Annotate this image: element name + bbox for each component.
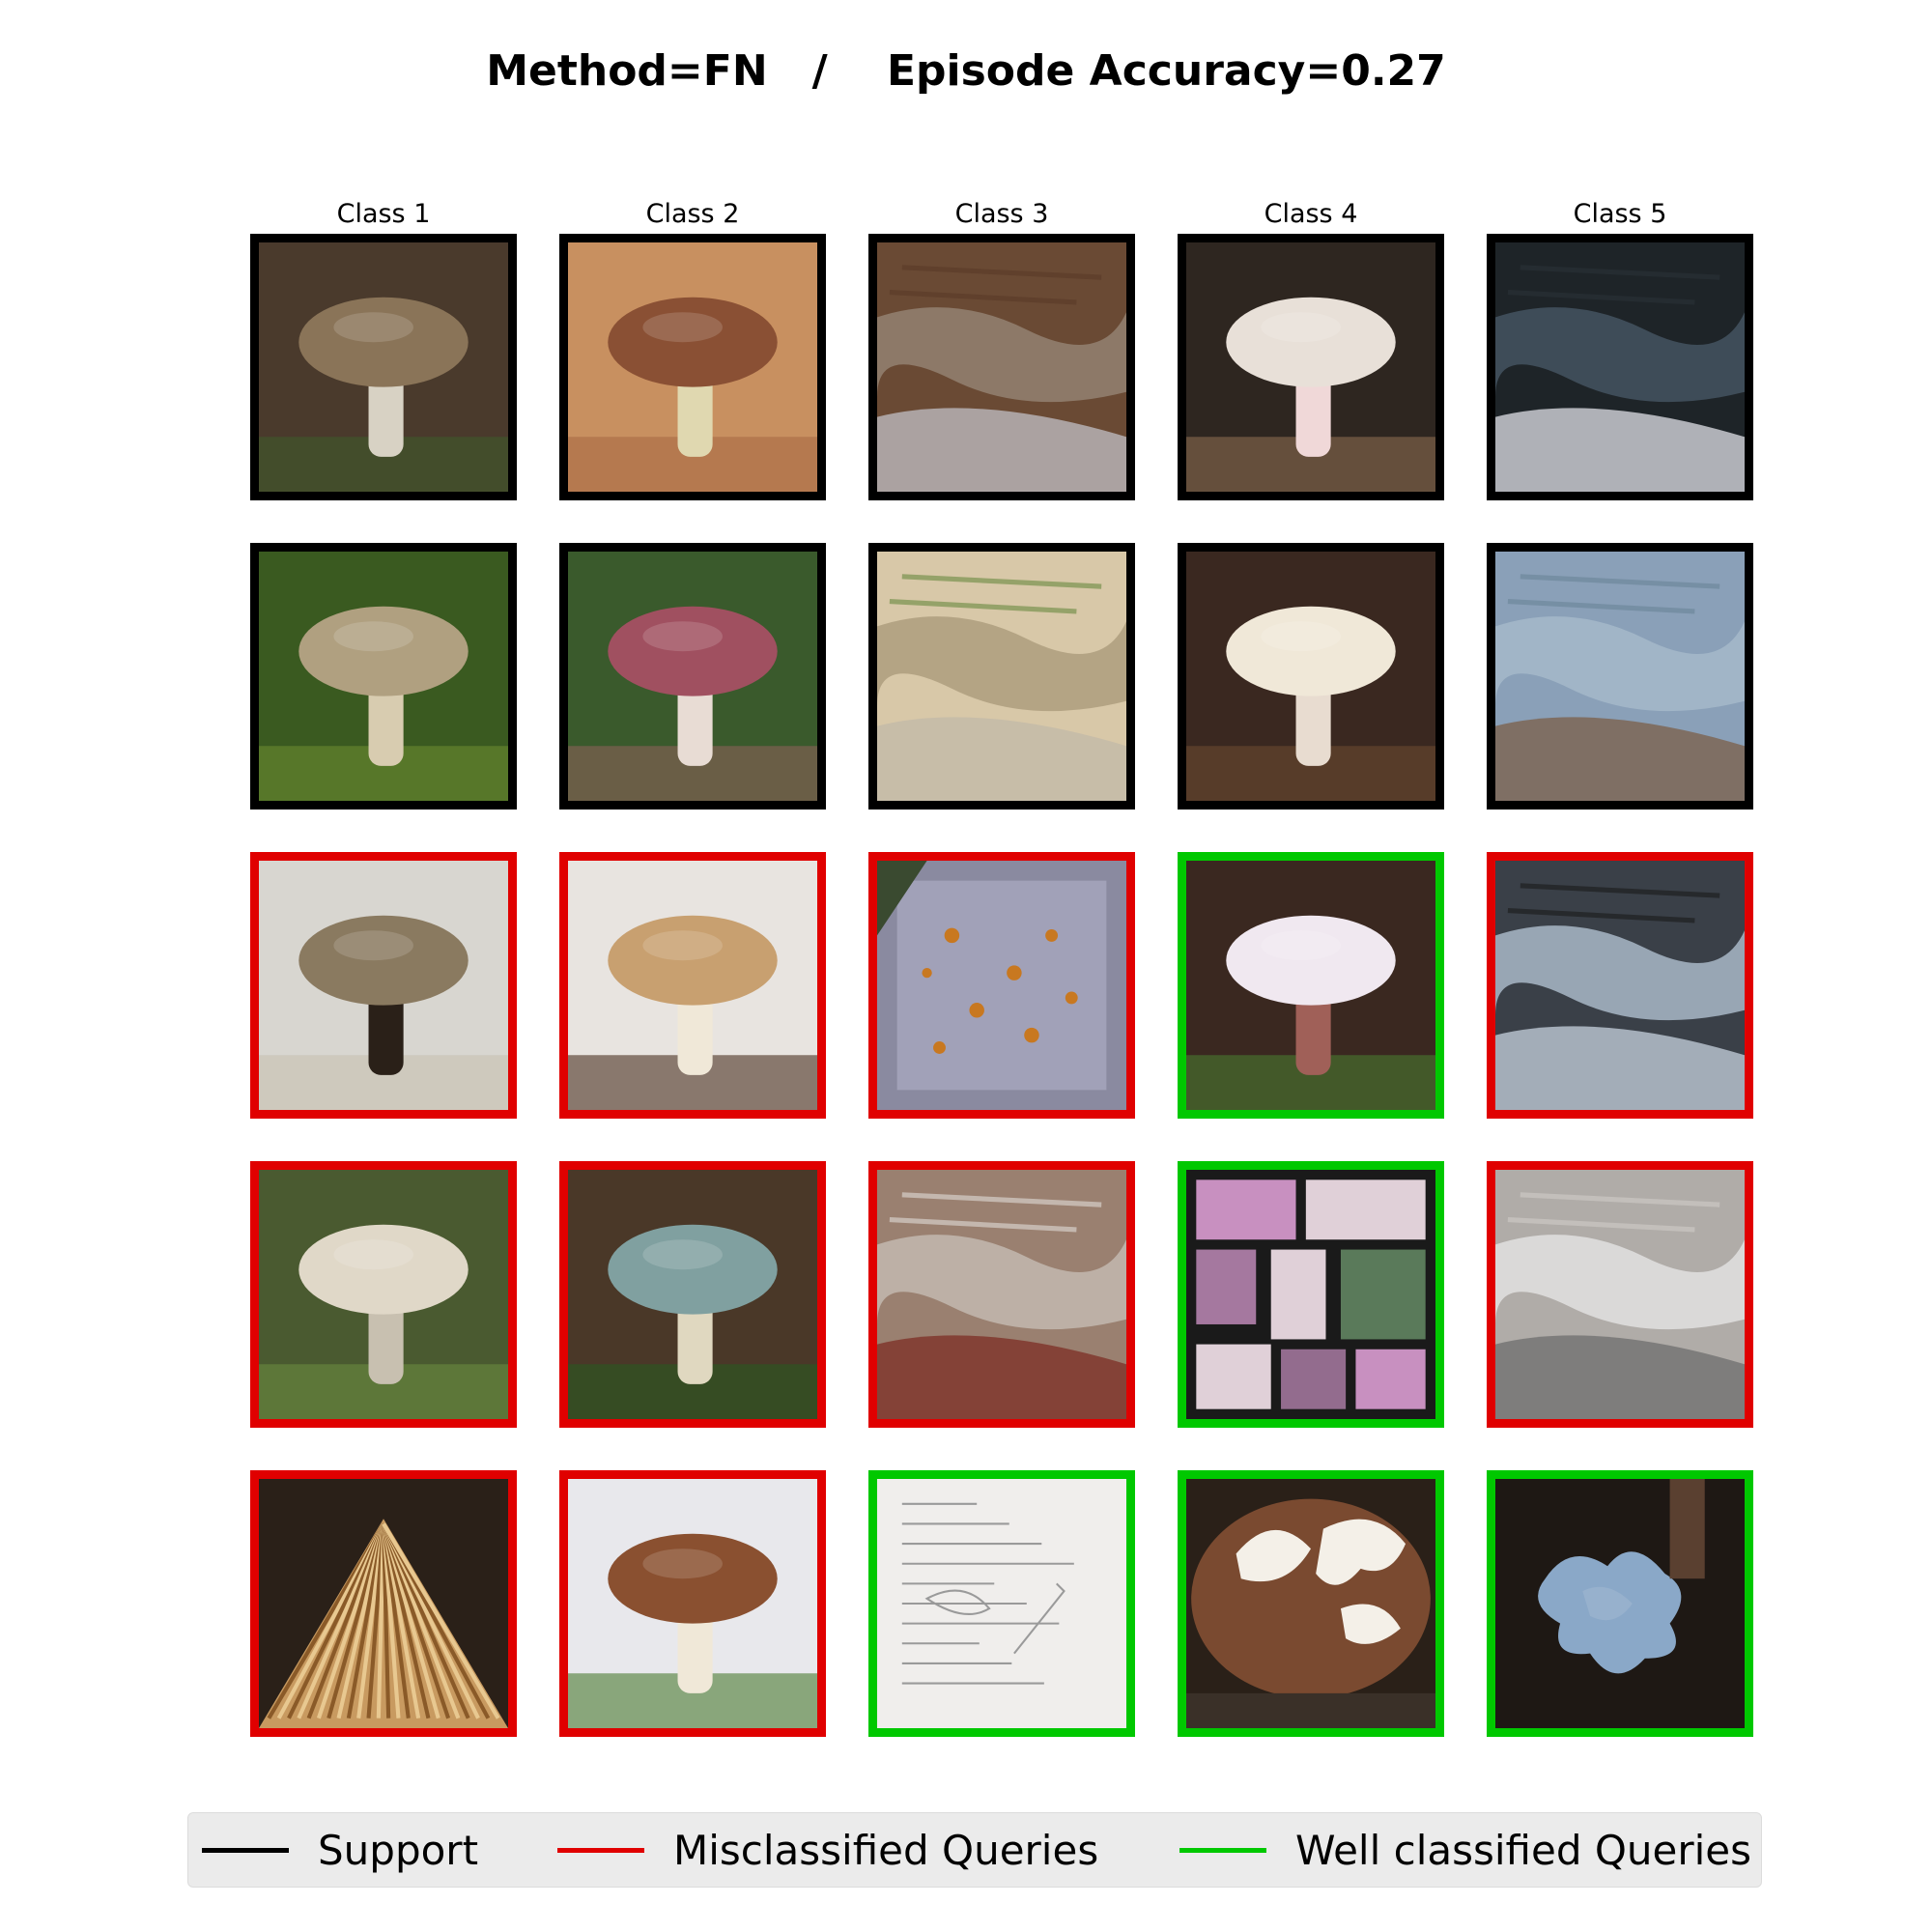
legend-label-support: Support (318, 1827, 479, 1874)
specimen-image (877, 1170, 1126, 1419)
specimen-image (1495, 552, 1745, 801)
specimen-image (877, 1479, 1126, 1728)
column-label-class-3: Class 3 (954, 199, 1049, 229)
specimen-image (1495, 861, 1745, 1110)
grid-cell-support-pink-red-mushrooms-in-grass (559, 543, 826, 810)
column-label-class-1: Class 1 (336, 199, 431, 229)
grid-cell-misclassified-white-grey-crust-fungus (1487, 1161, 1753, 1428)
grid-cell-support-dark-bark-with-blue-grey-fungus (1487, 234, 1753, 500)
grid-cell-support-bark-specimen-with-ruler (868, 543, 1135, 810)
legend-swatch-support (202, 1848, 289, 1853)
grid-cell-support-pale-blue-crust-fungus (1487, 543, 1753, 810)
specimen-image (259, 1170, 508, 1419)
specimen-image (877, 552, 1126, 801)
specimen-image (1495, 1170, 1745, 1419)
grid-cell-well-classified-white-stem-mushroom-in-leaves (1178, 852, 1444, 1119)
specimen-image (1495, 1479, 1745, 1728)
legend-label-well-classified: Well classified Queries (1295, 1827, 1752, 1874)
specimen-image (1186, 552, 1435, 801)
column-label-class-2: Class 2 (645, 199, 740, 229)
specimen-image (568, 861, 817, 1110)
specimen-image (568, 1479, 817, 1728)
specimen-image (568, 1170, 817, 1419)
grid-cell-well-classified-blue-fungus-on-dark-wood (1487, 1470, 1753, 1737)
grid-cell-misclassified-white-mushrooms-in-grass (250, 1161, 517, 1428)
specimen-image (1186, 861, 1435, 1110)
legend-swatch-misclassified (557, 1848, 644, 1853)
grid-cell-misclassified-mushrooms-in-leaf-litter (559, 1161, 826, 1428)
grid-cell-support-white-mushroom-in-leaf-litter (1178, 234, 1444, 500)
grid-cell-misclassified-bark-with-red-moss (868, 1161, 1135, 1428)
grid-cell-support-wood-bark-with-pale-fungus (868, 234, 1135, 500)
specimen-image (259, 1479, 508, 1728)
specimen-image (1186, 242, 1435, 492)
specimen-image (1186, 1170, 1435, 1419)
specimen-image (259, 552, 508, 801)
specimen-image (877, 242, 1126, 492)
legend: Support Misclassified Queries Well class… (187, 1812, 1762, 1888)
column-label-class-4: Class 4 (1264, 199, 1358, 229)
grid-cell-misclassified-grey-surface-with-orange-dots (868, 852, 1135, 1119)
grid-cell-support-tan-cap-mushroom-in-grass (250, 543, 517, 810)
specimen-image (259, 861, 508, 1110)
figure-title: Method=FN / Episode Accuracy=0.27 (486, 46, 1446, 96)
grid-cell-misclassified-grey-brown-mushrooms-on-white (250, 852, 517, 1119)
specimen-image (1186, 1479, 1435, 1728)
legend-label-misclassified: Misclassified Queries (673, 1827, 1099, 1874)
specimen-image (1495, 242, 1745, 492)
specimen-image (259, 242, 508, 492)
specimen-image (568, 552, 817, 801)
grid-cell-misclassified-brown-cap-mushroom-on-paper (559, 1470, 826, 1737)
grid-cell-misclassified-tan-mushroom-caps-on-white (559, 852, 826, 1119)
grid-cell-support-brown-cap-mushroom-on-forest-floor (250, 234, 517, 500)
specimen-image (877, 861, 1126, 1110)
grid-cell-misclassified-mushroom-gills-close-up (250, 1470, 517, 1737)
grid-cell-well-classified-collage-of-pink-mushrooms (1178, 1161, 1444, 1428)
grid-cell-support-brown-cap-underside-on-wood (559, 234, 826, 500)
grid-cell-well-classified-brown-cap-with-white-patches (1178, 1470, 1444, 1737)
legend-swatch-well-classified (1179, 1848, 1266, 1853)
column-label-class-5: Class 5 (1573, 199, 1667, 229)
grid-cell-misclassified-blue-grey-crust-with-holes (1487, 852, 1753, 1119)
specimen-image (568, 242, 817, 492)
grid-cell-well-classified-handwritten-notes-page (868, 1470, 1135, 1737)
grid-cell-support-white-mushroom-in-dark-leaves (1178, 543, 1444, 810)
